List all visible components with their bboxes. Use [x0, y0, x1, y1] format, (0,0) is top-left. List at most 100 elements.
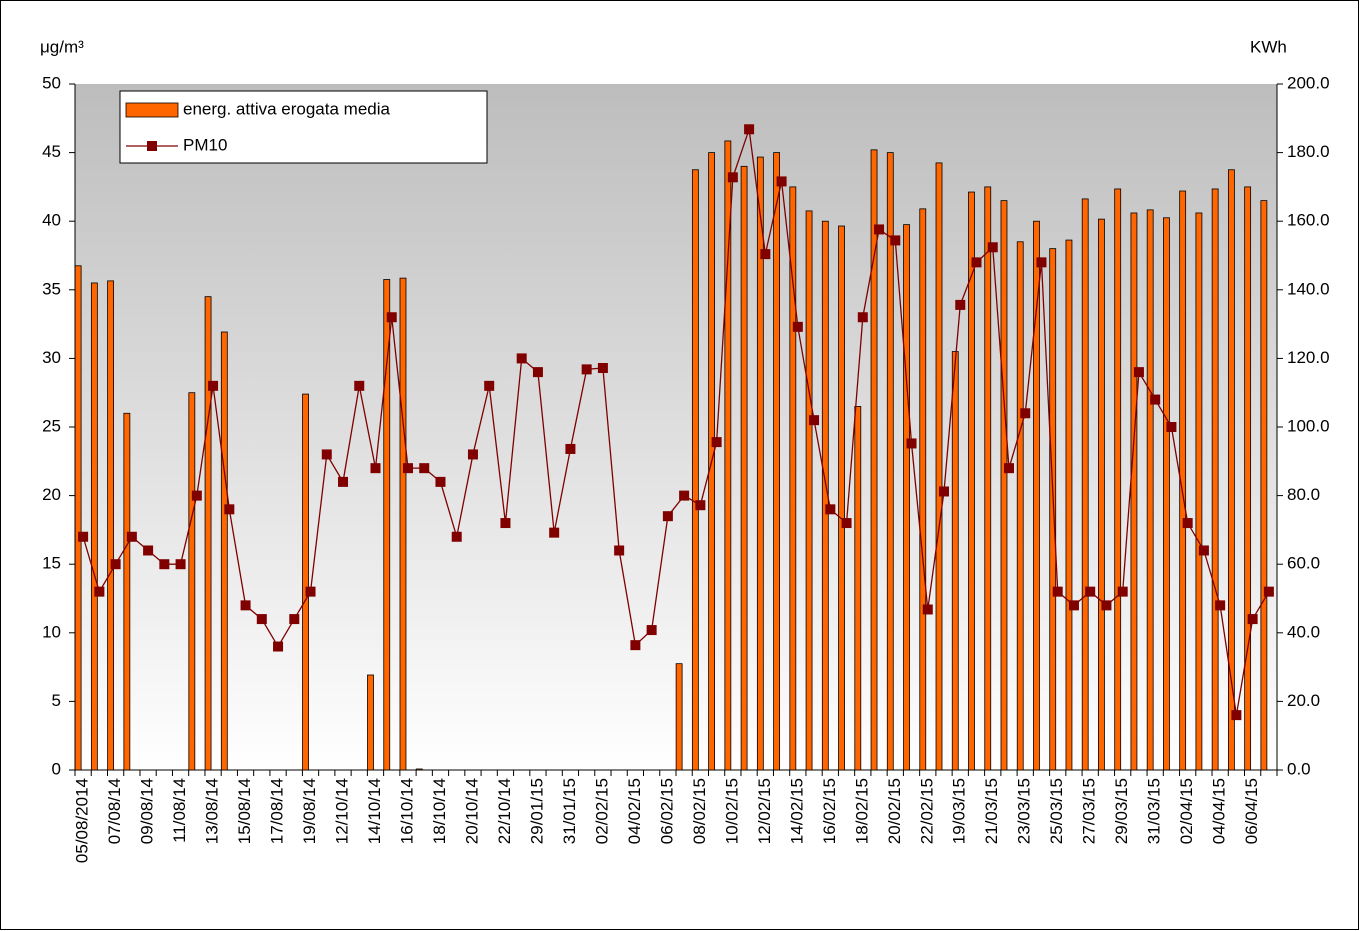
bar — [1000, 200, 1008, 771]
x-tick-label: 21/03/15 — [982, 778, 1001, 844]
marker — [419, 463, 430, 474]
bar — [724, 140, 732, 771]
marker — [565, 443, 576, 454]
y-tick-label: 0 — [52, 759, 61, 778]
x-tick-label: 18/10/14 — [430, 778, 449, 844]
legend-swatch — [125, 102, 179, 118]
x-tick-label: 25/03/15 — [1047, 778, 1066, 844]
x-tick-label: 05/08/2014 — [73, 778, 92, 863]
bar — [691, 169, 699, 771]
marker — [1198, 545, 1209, 556]
bar — [756, 156, 764, 771]
y2-tick-label: 200.0 — [1287, 73, 1330, 92]
bar — [383, 279, 391, 771]
bar — [675, 663, 683, 771]
bar — [838, 225, 845, 771]
marker — [841, 518, 852, 529]
bar — [919, 208, 927, 771]
bar — [1098, 218, 1105, 771]
bar — [107, 280, 115, 771]
marker — [1215, 600, 1226, 611]
y-tick-label: 10 — [42, 622, 61, 641]
y2-tick-label: 140.0 — [1287, 279, 1330, 298]
y-tick-label: 35 — [42, 279, 61, 298]
bar — [854, 406, 862, 771]
bar — [740, 165, 748, 771]
y-tick-label: 5 — [52, 691, 61, 710]
marker — [273, 641, 284, 652]
marker — [208, 380, 219, 391]
x-tick-label: 31/01/15 — [560, 778, 579, 844]
bar — [1163, 217, 1170, 771]
marker — [776, 176, 787, 187]
marker — [126, 531, 137, 542]
marker — [792, 321, 803, 332]
x-tick-label: 14/10/14 — [365, 778, 384, 844]
bar — [399, 277, 407, 771]
bar — [90, 282, 98, 771]
marker — [646, 625, 657, 636]
x-tick-label: 22/02/15 — [917, 778, 936, 844]
bar — [1114, 188, 1122, 771]
marker — [1182, 518, 1193, 529]
x-tick-label: 06/04/15 — [1242, 778, 1261, 844]
x-tick-label: 12/02/15 — [755, 778, 774, 844]
marker — [955, 299, 966, 310]
marker — [240, 600, 251, 611]
bar — [805, 210, 813, 771]
y-tick-label: 20 — [42, 485, 61, 504]
marker — [662, 511, 673, 522]
marker — [987, 242, 998, 253]
bar — [123, 412, 131, 771]
x-tick-label: 02/04/15 — [1177, 778, 1196, 844]
bar — [789, 186, 797, 771]
x-tick-label: 27/03/15 — [1080, 778, 1099, 844]
bar — [188, 392, 196, 771]
x-tick-label: 17/08/14 — [268, 778, 287, 844]
x-tick-label: 16/10/14 — [397, 778, 416, 844]
marker — [1247, 614, 1258, 625]
marker — [630, 640, 641, 651]
marker — [581, 364, 592, 375]
y2-tick-label: 120.0 — [1287, 348, 1330, 367]
plot-area — [75, 84, 1277, 770]
x-tick-label: 19/03/15 — [950, 778, 969, 844]
marker — [679, 490, 690, 501]
y-tick-label: 25 — [42, 416, 61, 435]
y2-tick-label: 100.0 — [1287, 416, 1330, 435]
marker — [727, 172, 738, 183]
marker — [110, 559, 121, 570]
x-tick-label: 08/02/15 — [690, 778, 709, 844]
marker — [159, 559, 170, 570]
bar — [74, 265, 82, 771]
marker — [809, 415, 820, 426]
marker — [1263, 586, 1274, 597]
y2-axis-label: KWh — [1250, 37, 1287, 56]
x-tick-label: 04/04/15 — [1210, 778, 1229, 844]
x-tick-label: 31/03/15 — [1145, 778, 1164, 844]
bar — [1065, 239, 1073, 771]
marker — [532, 367, 543, 378]
marker — [435, 476, 446, 487]
x-tick-label: 20/02/15 — [885, 778, 904, 844]
marker — [516, 353, 527, 364]
marker — [711, 437, 722, 448]
x-tick-label: 13/08/14 — [203, 778, 222, 844]
marker — [305, 586, 316, 597]
marker — [321, 449, 332, 460]
x-tick-label: 15/08/14 — [235, 778, 254, 844]
y2-tick-label: 180.0 — [1287, 142, 1330, 161]
marker — [549, 527, 560, 538]
marker — [922, 604, 933, 615]
bar — [935, 162, 943, 771]
x-tick-label: 22/10/14 — [495, 778, 514, 844]
marker — [1036, 257, 1047, 268]
marker — [1020, 408, 1031, 419]
bar — [1260, 200, 1268, 771]
marker — [500, 518, 511, 529]
marker — [1085, 586, 1096, 597]
marker — [143, 545, 154, 556]
y-tick-label: 30 — [42, 348, 61, 367]
marker — [1052, 586, 1063, 597]
bar — [1081, 198, 1089, 771]
